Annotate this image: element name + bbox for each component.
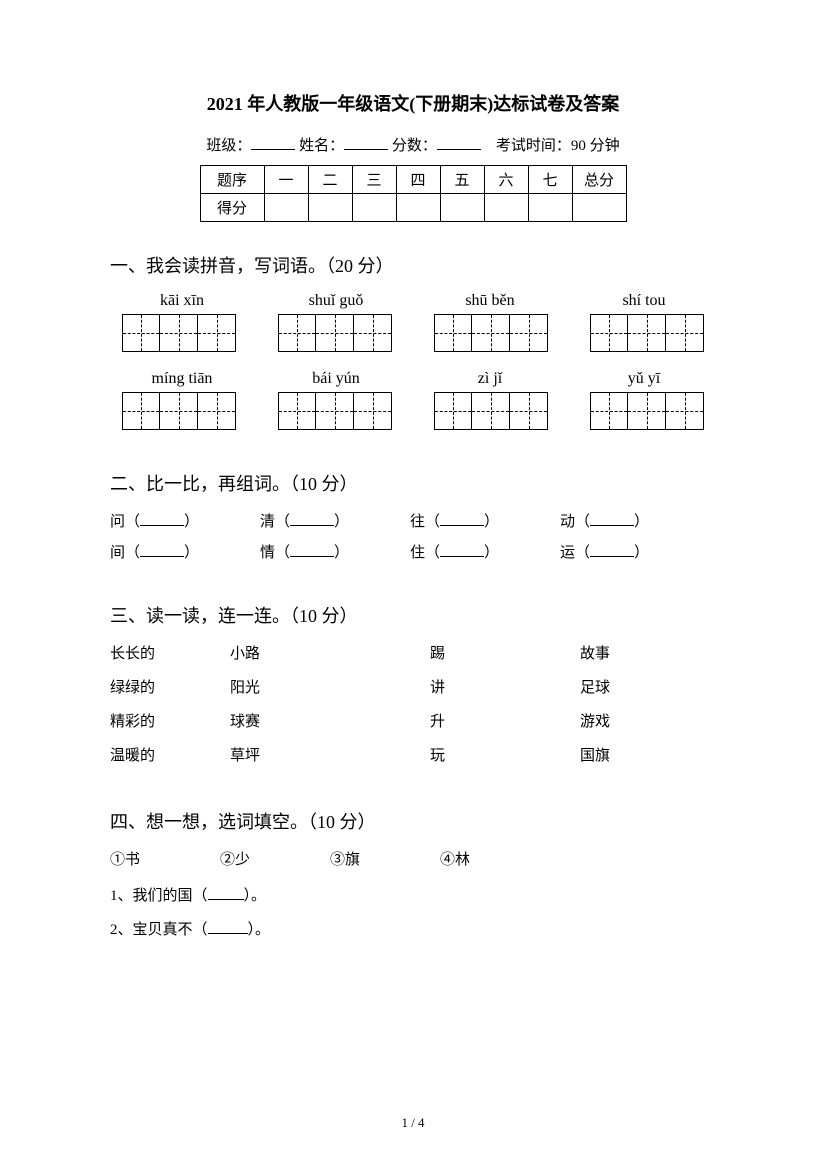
match-col: 小路 阳光 球赛 草坪: [230, 642, 430, 768]
char-grid: [590, 392, 704, 430]
pinyin-label: yǔ yī: [584, 370, 704, 388]
table-cell: 五: [440, 166, 484, 194]
compare-row: 间（） 情（） 住（） 运（）: [110, 541, 716, 562]
table-cell: [396, 194, 440, 222]
choice-row: ①书 ②少 ③旗 ④林: [110, 848, 716, 869]
table-cell: [484, 194, 528, 222]
section1-title: 一、我会读拼音，写词语。（20 分）: [110, 252, 716, 278]
pinyin-label: shuǐ guǒ: [276, 292, 396, 310]
section3-title: 三、读一读，连一连。（10 分）: [110, 602, 716, 628]
compare-item: 清（）: [260, 510, 410, 531]
compare-item: 住（）: [410, 541, 560, 562]
table-cell: 一: [264, 166, 308, 194]
score-table: 题序 一 二 三 四 五 六 七 总分 得分: [200, 165, 627, 222]
compare-item: 问（）: [110, 510, 260, 531]
compare-item: 间（）: [110, 541, 260, 562]
choice-item: ①书: [110, 848, 140, 869]
pinyin-label: zì jǐ: [430, 370, 550, 388]
pinyin-label: shū běn: [430, 292, 550, 310]
pinyin-row: míng tiān bái yún zì jǐ yǔ yī: [110, 370, 716, 388]
table-cell: [352, 194, 396, 222]
table-cell: [308, 194, 352, 222]
match-col: 长长的 绿绿的 精彩的 温暖的: [110, 642, 230, 768]
pinyin-row: kāi xīn shuǐ guǒ shū běn shí tou: [110, 292, 716, 310]
match-item: 游戏: [580, 710, 610, 734]
class-label: 班级：: [206, 138, 251, 154]
match-col: 故事 足球 游戏 国旗: [580, 642, 610, 768]
match-item: 长长的: [110, 642, 230, 666]
fill-question: 2、宝贝真不（）。: [110, 915, 716, 945]
table-cell: 六: [484, 166, 528, 194]
table-cell: [528, 194, 572, 222]
match-col: 踢 讲 升 玩: [430, 642, 580, 768]
table-cell: 得分: [200, 194, 264, 222]
match-item: 国旗: [580, 744, 610, 768]
compare-item: 动（）: [560, 510, 710, 531]
compare-row: 问（） 清（） 往（） 动（）: [110, 510, 716, 531]
fill-question: 1、我们的国（）。: [110, 881, 716, 911]
table-cell: 四: [396, 166, 440, 194]
match-item: 足球: [580, 676, 610, 700]
name-blank: [344, 136, 388, 150]
match-item: 升: [430, 710, 580, 734]
match-item: 玩: [430, 744, 580, 768]
char-grid: [278, 392, 392, 430]
match-item: 踢: [430, 642, 580, 666]
table-row: 题序 一 二 三 四 五 六 七 总分: [200, 166, 626, 194]
section4-title: 四、想一想，选词填空。（10 分）: [110, 808, 716, 834]
compare-item: 情（）: [260, 541, 410, 562]
table-cell: 总分: [572, 166, 626, 194]
page-title: 2021 年人教版一年级语文(下册期末)达标试卷及答案: [110, 90, 716, 116]
pinyin-label: shí tou: [584, 292, 704, 310]
score-label: 分数：: [392, 138, 437, 154]
table-cell: [264, 194, 308, 222]
time-label: 考试时间：90 分钟: [496, 138, 620, 154]
table-cell: 七: [528, 166, 572, 194]
char-grid: [434, 392, 548, 430]
match-item: 阳光: [230, 676, 430, 700]
pinyin-label: bái yún: [276, 370, 396, 388]
choice-item: ③旗: [330, 848, 360, 869]
table-cell: 二: [308, 166, 352, 194]
table-cell: 三: [352, 166, 396, 194]
choice-item: ②少: [220, 848, 250, 869]
table-row: 得分: [200, 194, 626, 222]
match-item: 草坪: [230, 744, 430, 768]
pinyin-label: kāi xīn: [122, 292, 242, 310]
char-grid: [434, 314, 548, 352]
match-container: 长长的 绿绿的 精彩的 温暖的 小路 阳光 球赛 草坪 踢 讲 升 玩 故事 足…: [110, 642, 716, 768]
match-item: 温暖的: [110, 744, 230, 768]
char-grid: [122, 314, 236, 352]
match-item: 绿绿的: [110, 676, 230, 700]
section2-title: 二、比一比，再组词。（10 分）: [110, 470, 716, 496]
match-item: 球赛: [230, 710, 430, 734]
char-grid-row: [110, 392, 716, 430]
table-cell: [440, 194, 484, 222]
info-line: 班级： 姓名： 分数： 考试时间：90 分钟: [110, 134, 716, 155]
char-grid: [590, 314, 704, 352]
char-grid-row: [110, 314, 716, 352]
score-blank: [437, 136, 481, 150]
char-grid: [278, 314, 392, 352]
table-cell: 题序: [200, 166, 264, 194]
pinyin-label: míng tiān: [122, 370, 242, 388]
match-item: 小路: [230, 642, 430, 666]
compare-item: 运（）: [560, 541, 710, 562]
compare-item: 往（）: [410, 510, 560, 531]
match-item: 精彩的: [110, 710, 230, 734]
class-blank: [251, 136, 295, 150]
choice-item: ④林: [440, 848, 470, 869]
name-label: 姓名：: [299, 138, 344, 154]
match-item: 讲: [430, 676, 580, 700]
page-number: 1 / 4: [0, 1115, 826, 1131]
char-grid: [122, 392, 236, 430]
table-cell: [572, 194, 626, 222]
match-item: 故事: [580, 642, 610, 666]
